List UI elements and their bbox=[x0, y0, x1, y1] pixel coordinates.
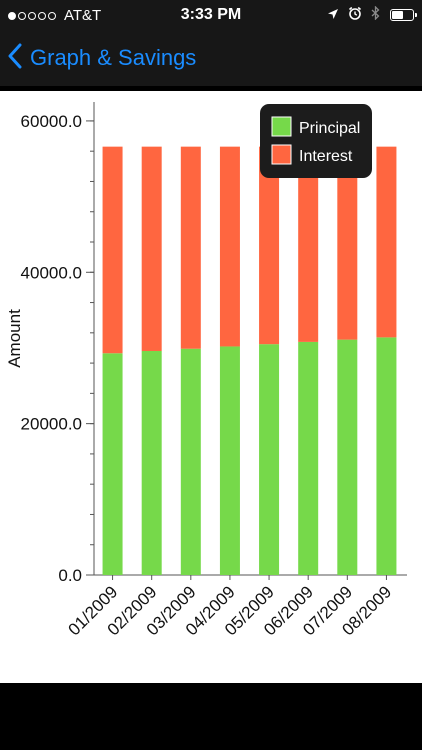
legend-label-principal: Principal bbox=[299, 120, 360, 137]
signal-strength-icon bbox=[8, 11, 58, 20]
bar-interest-2 bbox=[141, 146, 162, 351]
bar-principal-3 bbox=[180, 348, 201, 575]
location-arrow-icon bbox=[327, 7, 339, 24]
back-button[interactable]: Graph & Savings bbox=[8, 40, 196, 76]
bar-interest-8 bbox=[376, 146, 397, 338]
legend-swatch-interest bbox=[271, 144, 292, 165]
bar-principal-5 bbox=[259, 344, 280, 575]
status-right bbox=[318, 5, 417, 24]
battery-tip bbox=[415, 13, 417, 17]
bluetooth-icon bbox=[371, 5, 380, 24]
bar-principal-8 bbox=[376, 337, 397, 575]
legend-swatch-principal bbox=[271, 116, 292, 137]
chart-panel: 0.0 20000.0 40000.0 60000.0 Amount 01/2009 02/… bbox=[0, 91, 422, 683]
chevron-left-icon bbox=[8, 43, 22, 74]
bar-principal-7 bbox=[337, 339, 358, 575]
bar-interest-6 bbox=[298, 146, 319, 342]
y-axis-label: Amount bbox=[5, 309, 24, 368]
y-tick-label: 20000.0 bbox=[21, 415, 82, 434]
status-time: 3:33 PM bbox=[180, 6, 242, 23]
stacked-bar-chart: 0.020000.040000.060000.0Amount01/200902/… bbox=[5, 102, 407, 639]
bar-principal-1 bbox=[102, 353, 123, 575]
navigation-bar: Graph & Savings bbox=[0, 32, 422, 86]
legend-box bbox=[260, 104, 372, 178]
alarm-clock-icon bbox=[348, 6, 362, 24]
battery-level bbox=[392, 11, 403, 19]
signal-dot bbox=[28, 11, 36, 20]
back-button-label: Graph & Savings bbox=[30, 45, 197, 70]
status-bar: AT&T 3:33 PM bbox=[0, 0, 422, 32]
signal-dot bbox=[38, 11, 46, 20]
status-left: AT&T bbox=[8, 7, 101, 24]
bar-interest-1 bbox=[102, 146, 123, 354]
bar-interest-7 bbox=[337, 146, 358, 340]
signal-dot bbox=[48, 11, 56, 20]
battery-icon bbox=[390, 9, 417, 21]
y-tick-label: 60000.0 bbox=[21, 112, 82, 131]
bar-interest-3 bbox=[180, 146, 201, 349]
bar-principal-6 bbox=[298, 341, 319, 575]
y-tick-label: 40000.0 bbox=[21, 263, 82, 282]
bar-interest-4 bbox=[219, 146, 240, 347]
signal-dot bbox=[18, 11, 26, 20]
bottom-bar bbox=[0, 683, 422, 750]
y-tick-label: 0.0 bbox=[58, 566, 82, 585]
bar-interest-5 bbox=[259, 146, 280, 345]
bar-principal-2 bbox=[141, 350, 162, 575]
bar-principal-4 bbox=[219, 346, 240, 575]
legend-label-interest: Interest bbox=[299, 148, 353, 165]
signal-dot bbox=[8, 11, 16, 20]
carrier-name: AT&T bbox=[64, 7, 102, 24]
